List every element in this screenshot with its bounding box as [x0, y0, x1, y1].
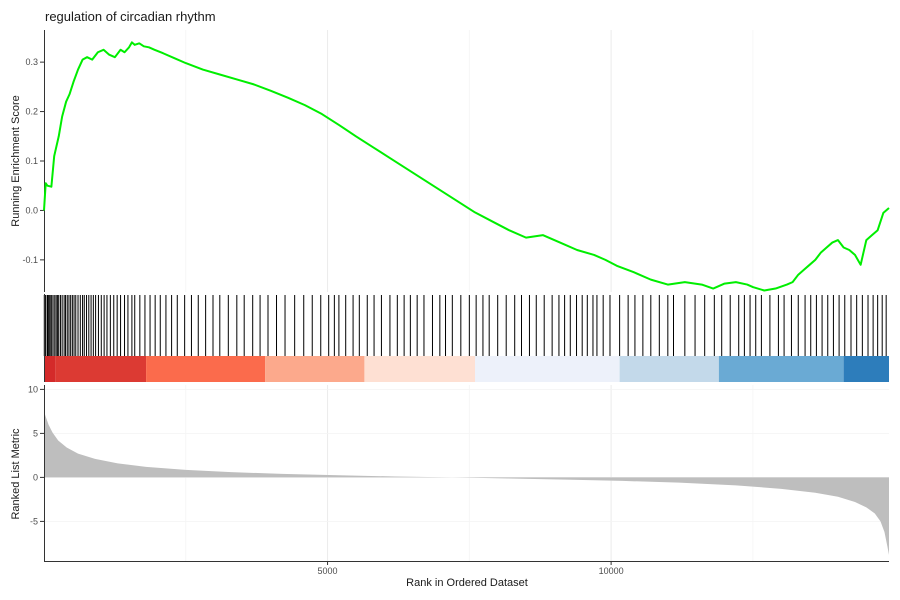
metric-y-ticks: -5 0 5 10 [28, 384, 44, 526]
metric-x-ticks: 5000 10000 [318, 561, 624, 576]
metric-y-axis-title: Ranked List Metric [10, 428, 22, 520]
rank-color-bar [44, 356, 889, 382]
running-enrichment-line [43, 41, 890, 292]
metric-y-tick-label: 0 [33, 472, 38, 482]
enrichment-y-tick-label: -0.1 [22, 255, 38, 265]
rank-color-band [619, 356, 719, 382]
enrichment-y-tick-label: 0.1 [25, 156, 38, 166]
enrichment-gridlines [185, 30, 754, 292]
hits-panel [43, 294, 889, 382]
enrichment-y-tick-label: 0.3 [25, 57, 38, 67]
rank-color-band [55, 356, 147, 382]
ranked-metric-panel: -5 0 5 10 5000 10000 Ranked List Metric Rank… [10, 384, 889, 589]
rank-color-band [364, 356, 476, 382]
rank-color-band [843, 356, 889, 382]
enrichment-y-axis-title: Running Enrichment Score [10, 95, 22, 226]
rank-color-band [265, 356, 365, 382]
rank-color-band [44, 356, 56, 382]
metric-y-tick-label: 10 [28, 384, 38, 394]
rank-color-band [475, 356, 620, 382]
metric-x-tick-label: 10000 [599, 566, 624, 576]
rank-color-band [718, 356, 844, 382]
ranked-metric-area [44, 411, 889, 555]
metric-y-tick-label: -5 [30, 516, 38, 526]
enrichment-score-panel: -0.1 0.0 0.1 0.2 0.3 Running Enrichment Scor… [10, 30, 890, 292]
metric-x-tick-label: 5000 [318, 566, 338, 576]
chart-title: regulation of circadian rhythm [45, 9, 216, 24]
enrichment-y-tick-label: 0.0 [25, 205, 38, 215]
enrichment-y-ticks: -0.1 0.0 0.1 0.2 0.3 [22, 57, 44, 265]
gene-hit-barcode [43, 295, 887, 356]
metric-y-tick-label: 5 [33, 428, 38, 438]
rank-color-band [146, 356, 266, 382]
metric-x-axis-title: Rank in Ordered Dataset [406, 577, 528, 589]
enrichment-y-tick-label: 0.2 [25, 107, 38, 117]
